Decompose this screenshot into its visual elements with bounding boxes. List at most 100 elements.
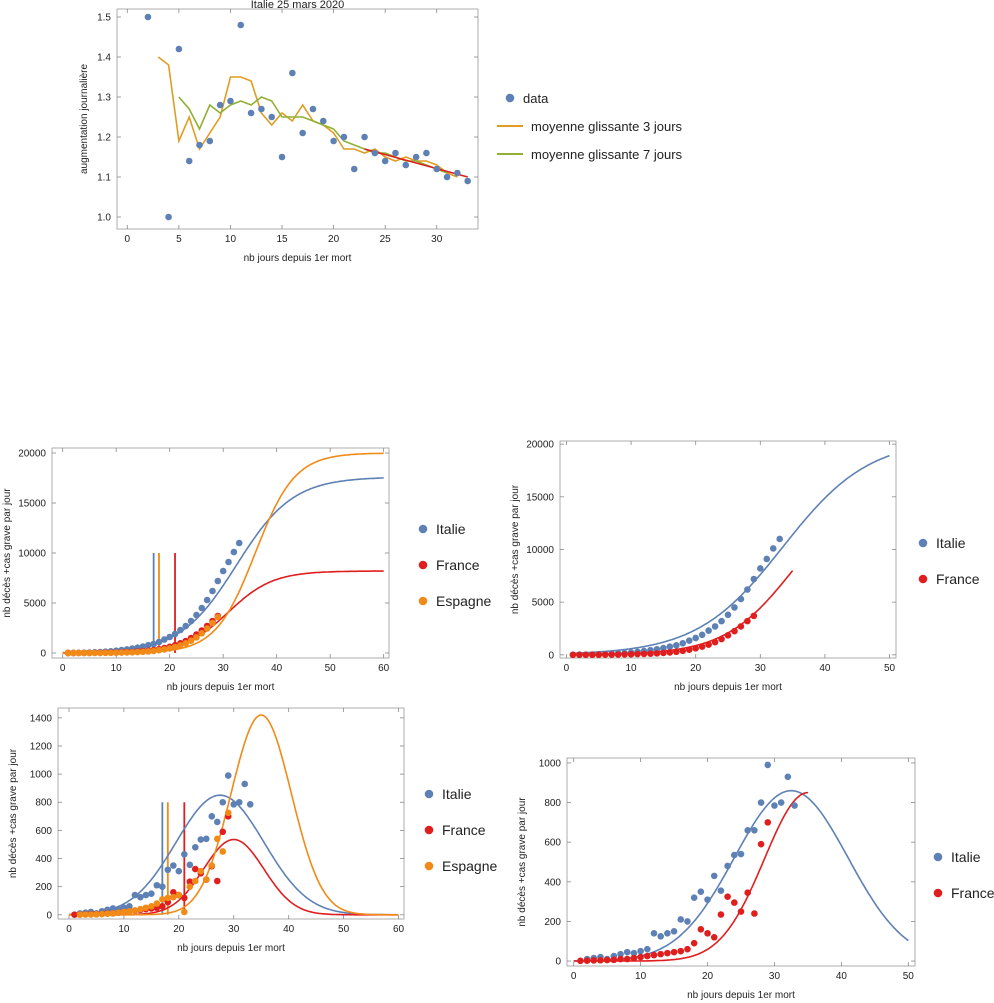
plot-frame	[51, 447, 390, 659]
data-point	[165, 213, 172, 221]
y-axis-label: nb décès +cas grave par jour	[2, 488, 13, 618]
data-point	[219, 828, 227, 836]
data-point	[679, 639, 687, 647]
data-point	[137, 905, 144, 913]
data-point	[637, 947, 644, 955]
data-point	[166, 645, 173, 652]
data-point	[247, 109, 255, 117]
x-tick-label: 10	[635, 971, 647, 982]
data-point	[614, 651, 622, 658]
data-point	[744, 586, 751, 593]
data-point	[237, 21, 245, 29]
legend-marker	[424, 789, 434, 799]
x-tick-label: 30	[769, 971, 781, 982]
data-point	[660, 649, 667, 657]
data-point	[170, 893, 177, 901]
data-point	[208, 813, 216, 820]
x-tick-label: 0	[66, 924, 72, 935]
chart-title: Italie 25 mars 2020	[251, 0, 345, 11]
data-point	[630, 949, 638, 957]
data-point	[278, 153, 286, 161]
data-point	[198, 630, 206, 637]
data-point	[192, 877, 199, 885]
data-point	[82, 911, 89, 918]
series-line	[69, 714, 399, 916]
data-point	[350, 165, 358, 173]
legend-marker	[424, 861, 434, 871]
data-point	[109, 905, 117, 912]
series-line	[62, 452, 384, 654]
data-point	[737, 850, 745, 858]
data-point	[139, 648, 147, 656]
y-tick-label: 10000	[526, 545, 554, 556]
chart-c1: 0 5 10 15 20 25 30 1.0 1.1 1.2 1.3 1.4 1.5 Italie 25 …	[79, 0, 683, 264]
data-point	[610, 956, 618, 964]
data-point	[104, 910, 111, 917]
data-point	[289, 69, 296, 77]
data-point	[214, 613, 222, 621]
data-point	[225, 558, 232, 566]
y-tick-label: 800	[544, 798, 561, 809]
data-point	[677, 947, 685, 955]
data-point	[203, 625, 211, 632]
data-point	[784, 773, 792, 781]
data-point	[776, 535, 783, 543]
x-tick-label: 40	[283, 924, 295, 935]
data-point	[664, 930, 671, 937]
data-point	[577, 957, 584, 965]
data-point	[319, 117, 327, 125]
x-tick-label: 20	[702, 971, 714, 982]
data-point	[235, 798, 243, 806]
data-point	[685, 637, 693, 644]
data-point	[673, 642, 680, 649]
data-point	[86, 649, 93, 657]
data-point	[664, 949, 671, 957]
data-point	[381, 157, 389, 165]
data-point	[718, 635, 725, 643]
data-point	[690, 939, 698, 947]
data-point	[177, 642, 184, 649]
data-point	[198, 604, 206, 612]
chart-c5: 0 10 20 30 40 50 0 200 400 600 800 1000 nb jours dep…	[517, 757, 994, 1001]
legend-marker	[418, 560, 428, 570]
data-point	[112, 649, 120, 656]
data-point	[657, 932, 664, 940]
data-point	[137, 893, 144, 901]
data-point	[595, 651, 603, 659]
data-point	[769, 545, 777, 552]
data-point	[464, 177, 471, 185]
legend-marker	[418, 596, 428, 606]
legend-label: Italie	[436, 521, 466, 537]
data-point	[187, 617, 195, 625]
x-tick-label: 10	[118, 924, 130, 935]
data-point	[392, 149, 399, 157]
data-point	[711, 623, 719, 630]
y-tick-label: 0	[548, 650, 554, 661]
data-point	[166, 633, 173, 641]
data-point	[684, 918, 691, 925]
x-tick-label: 0	[564, 663, 570, 674]
x-tick-label: 15	[276, 234, 288, 245]
data-point	[175, 45, 183, 53]
y-tick-label: 10000	[18, 549, 46, 560]
data-point	[214, 577, 222, 585]
data-point	[764, 761, 772, 769]
data-point	[704, 930, 711, 937]
data-point	[224, 772, 232, 779]
x-tick-label: 50	[903, 971, 915, 982]
data-point	[196, 141, 203, 149]
legend-label: moyenne glissante 7 jours	[531, 147, 683, 162]
data-point	[744, 889, 751, 897]
y-tick-label: 600	[544, 838, 561, 849]
data-point	[737, 595, 745, 603]
data-point	[744, 617, 751, 625]
legend-label: moyenne glissante 3 jours	[531, 119, 683, 134]
data-point	[161, 636, 168, 643]
y-tick-label: 1.3	[97, 93, 111, 104]
data-point	[123, 649, 131, 656]
data-point	[583, 957, 591, 964]
data-point	[120, 908, 128, 916]
x-tick-label: 20	[328, 234, 340, 245]
data-point	[186, 878, 194, 886]
data-point	[627, 650, 635, 658]
